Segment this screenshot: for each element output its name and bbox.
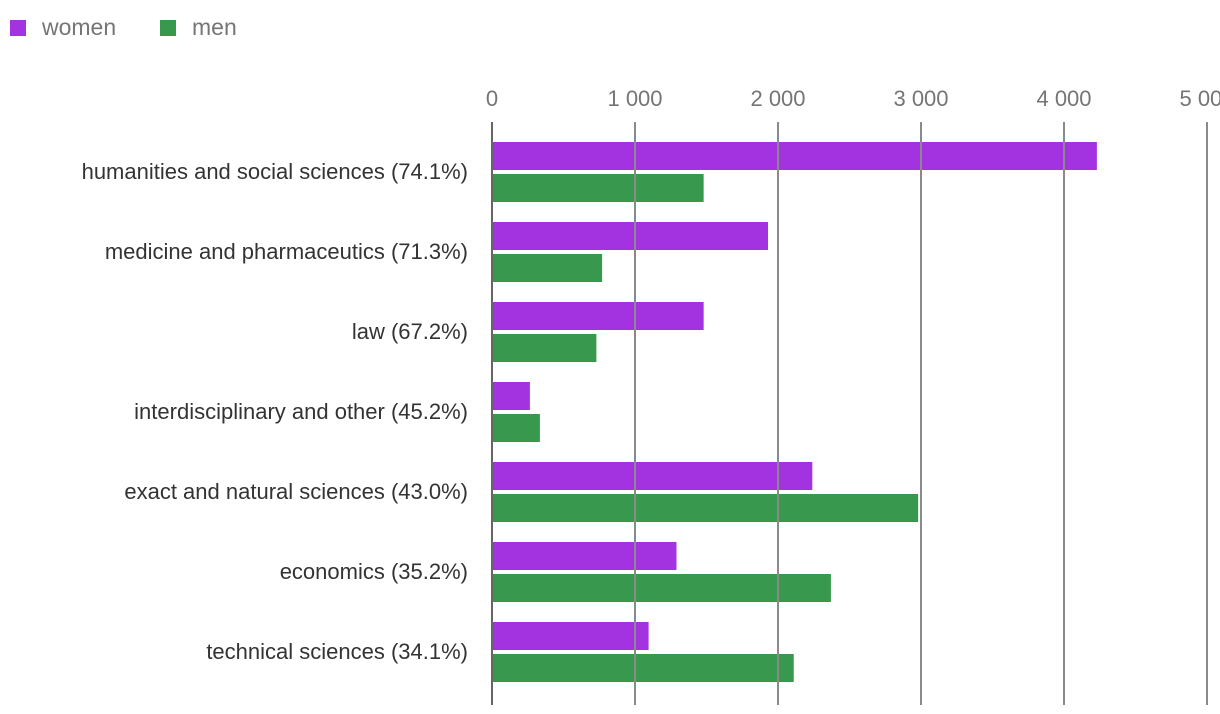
legend: women men [10,14,237,40]
x-tick-label: 3 000 [893,86,948,111]
category-label: medicine and pharmaceutics (71.3%) [105,239,468,264]
category-label: humanities and social sciences (74.1%) [82,159,468,184]
bar-men-6 [492,654,794,682]
category-labels: humanities and social sciences (74.1%) me… [82,159,468,664]
legend-swatch-men [160,20,176,36]
bar-men-5 [492,574,831,602]
bar-women-2 [492,302,704,330]
bars [492,142,1097,682]
x-tick-label: 1 000 [607,86,662,111]
x-tick-label: 0 [486,86,498,111]
bar-women-6 [492,622,649,650]
bar-men-0 [492,174,704,202]
bar-women-4 [492,462,813,490]
legend-swatch-women [10,20,26,36]
category-label: interdisciplinary and other (45.2%) [134,399,468,424]
x-tick-label: 4 000 [1036,86,1091,111]
bar-women-3 [492,382,530,410]
legend-label-women: women [41,14,116,40]
bar-women-1 [492,222,768,250]
gridlines [491,122,1208,705]
category-label: technical sciences (34.1%) [206,639,468,664]
bar-men-1 [492,254,603,282]
bar-women-0 [492,142,1097,170]
category-label: economics (35.2%) [280,559,468,584]
bar-men-4 [492,494,919,522]
bar-men-2 [492,334,597,362]
category-label: law (67.2%) [352,319,468,344]
x-tick-label: 2 000 [750,86,805,111]
legend-label-men: men [192,14,237,40]
x-axis-ticks: 0 1 000 2 000 3 000 4 000 5 000 [486,86,1220,111]
category-label: exact and natural sciences (43.0%) [124,479,468,504]
x-tick-label: 5 000 [1179,86,1220,111]
bar-women-5 [492,542,677,570]
bar-men-3 [492,414,540,442]
